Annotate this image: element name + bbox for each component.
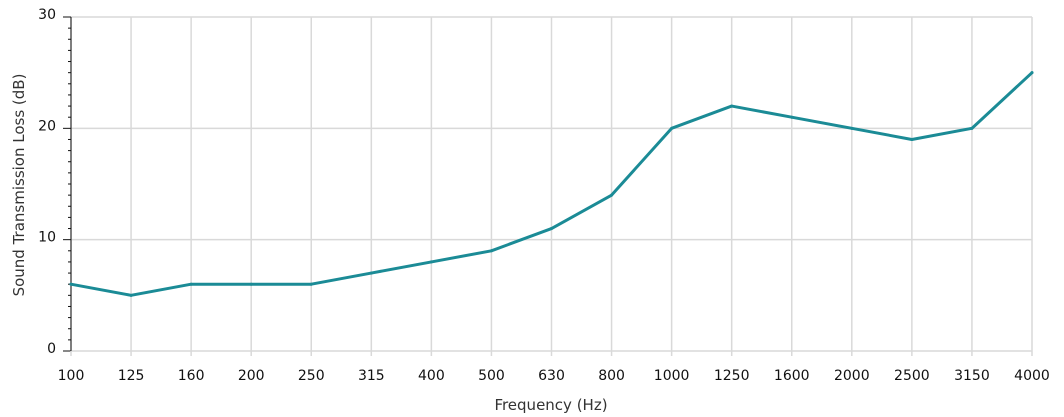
- grid: [70, 16, 1033, 352]
- x-tick-label: 100: [58, 368, 85, 384]
- tick-labels: 0 10 20 30 100 125 160 200 250 315 400 500 630 800 100…: [38, 7, 1050, 384]
- data-point: [429, 260, 433, 264]
- x-tick-label: 125: [118, 368, 145, 384]
- x-tick-label: 400: [418, 368, 445, 384]
- x-tick-label: 2000: [834, 368, 870, 384]
- x-tick-label: 200: [238, 368, 265, 384]
- x-tick-label: 2500: [894, 368, 930, 384]
- data-point: [489, 249, 493, 253]
- x-tick-label: 4000: [1014, 368, 1050, 384]
- x-tick-label: 3150: [954, 368, 990, 384]
- x-tick-label: 315: [358, 368, 385, 384]
- data-point: [189, 282, 193, 286]
- data-point: [850, 126, 854, 130]
- y-axis-title: Sound Transmission Loss (dB): [10, 74, 28, 297]
- y-tick-label: 10: [38, 230, 56, 246]
- data-point: [129, 293, 133, 297]
- axes: [63, 16, 1033, 356]
- data-point: [790, 115, 794, 119]
- x-tick-label: 500: [478, 368, 505, 384]
- data-point: [910, 137, 914, 141]
- x-tick-label: 1600: [774, 368, 810, 384]
- data-point: [970, 126, 974, 130]
- data-point: [369, 271, 373, 275]
- x-tick-label: 800: [598, 368, 625, 384]
- y-tick-label: 0: [47, 341, 56, 357]
- data-point: [550, 227, 553, 231]
- y-tick-label: 30: [38, 7, 56, 23]
- data-point: [69, 282, 73, 286]
- x-tick-label: 1250: [714, 368, 750, 384]
- x-tick-label: 160: [178, 368, 205, 384]
- x-tick-label: 630: [538, 368, 565, 384]
- data-point: [1030, 71, 1034, 75]
- data-point: [610, 193, 614, 197]
- data-point: [249, 282, 253, 286]
- data-point: [309, 282, 313, 286]
- data-point: [670, 126, 674, 130]
- y-tick-label: 20: [38, 118, 56, 134]
- x-tick-label: 250: [298, 368, 325, 384]
- x-axis-title: Frequency (Hz): [494, 396, 607, 414]
- series: [69, 71, 1034, 297]
- data-point: [730, 104, 734, 108]
- x-tick-label: 1000: [654, 368, 690, 384]
